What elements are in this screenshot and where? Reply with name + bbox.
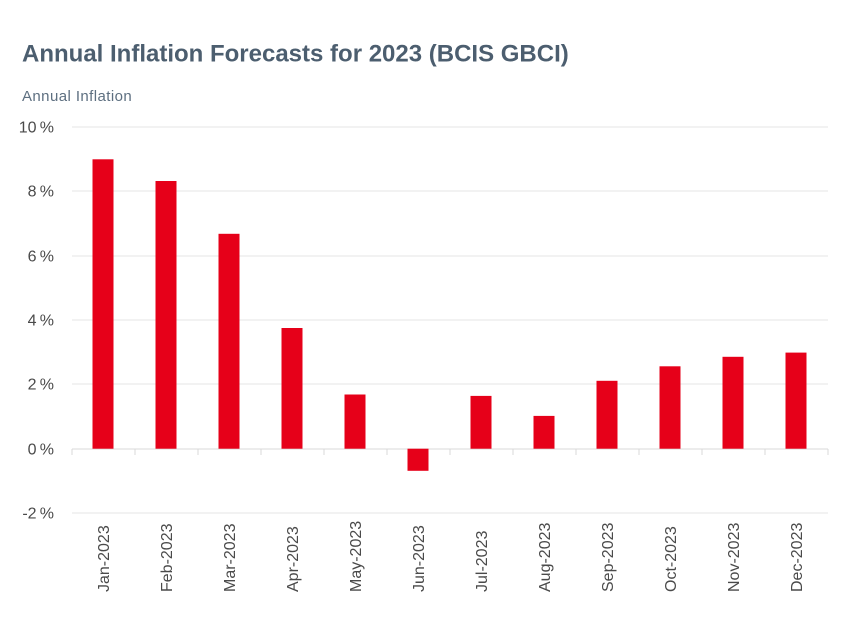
svg-text:May-2023: May-2023 [348, 521, 365, 592]
svg-text:Jul-2023: Jul-2023 [474, 531, 491, 592]
svg-text:Nov-2023: Nov-2023 [726, 523, 743, 592]
svg-text:Apr-2023: Apr-2023 [285, 526, 302, 592]
svg-text:Aug-2023: Aug-2023 [537, 523, 554, 592]
svg-text:0 %: 0 % [28, 442, 54, 459]
svg-text:Annual Inflation Forecasts for: Annual Inflation Forecasts for 2023 (BCI… [22, 41, 569, 68]
svg-text:Dec-2023: Dec-2023 [789, 523, 806, 592]
svg-text:Feb-2023: Feb-2023 [159, 523, 176, 592]
svg-text:10 %: 10 % [19, 120, 54, 137]
svg-text:Jun-2023: Jun-2023 [411, 525, 428, 592]
svg-text:Jan-2023: Jan-2023 [96, 525, 113, 592]
svg-text:-2 %: -2 % [22, 506, 54, 523]
svg-text:Sep-2023: Sep-2023 [600, 523, 617, 592]
svg-text:4 %: 4 % [28, 313, 54, 330]
svg-text:6 %: 6 % [28, 249, 54, 266]
svg-text:Annual Inflation: Annual Inflation [22, 88, 132, 105]
svg-text:8 %: 8 % [28, 184, 54, 201]
svg-text:2 %: 2 % [28, 377, 54, 394]
svg-text:Oct-2023: Oct-2023 [663, 526, 680, 592]
svg-text:Mar-2023: Mar-2023 [222, 523, 239, 592]
